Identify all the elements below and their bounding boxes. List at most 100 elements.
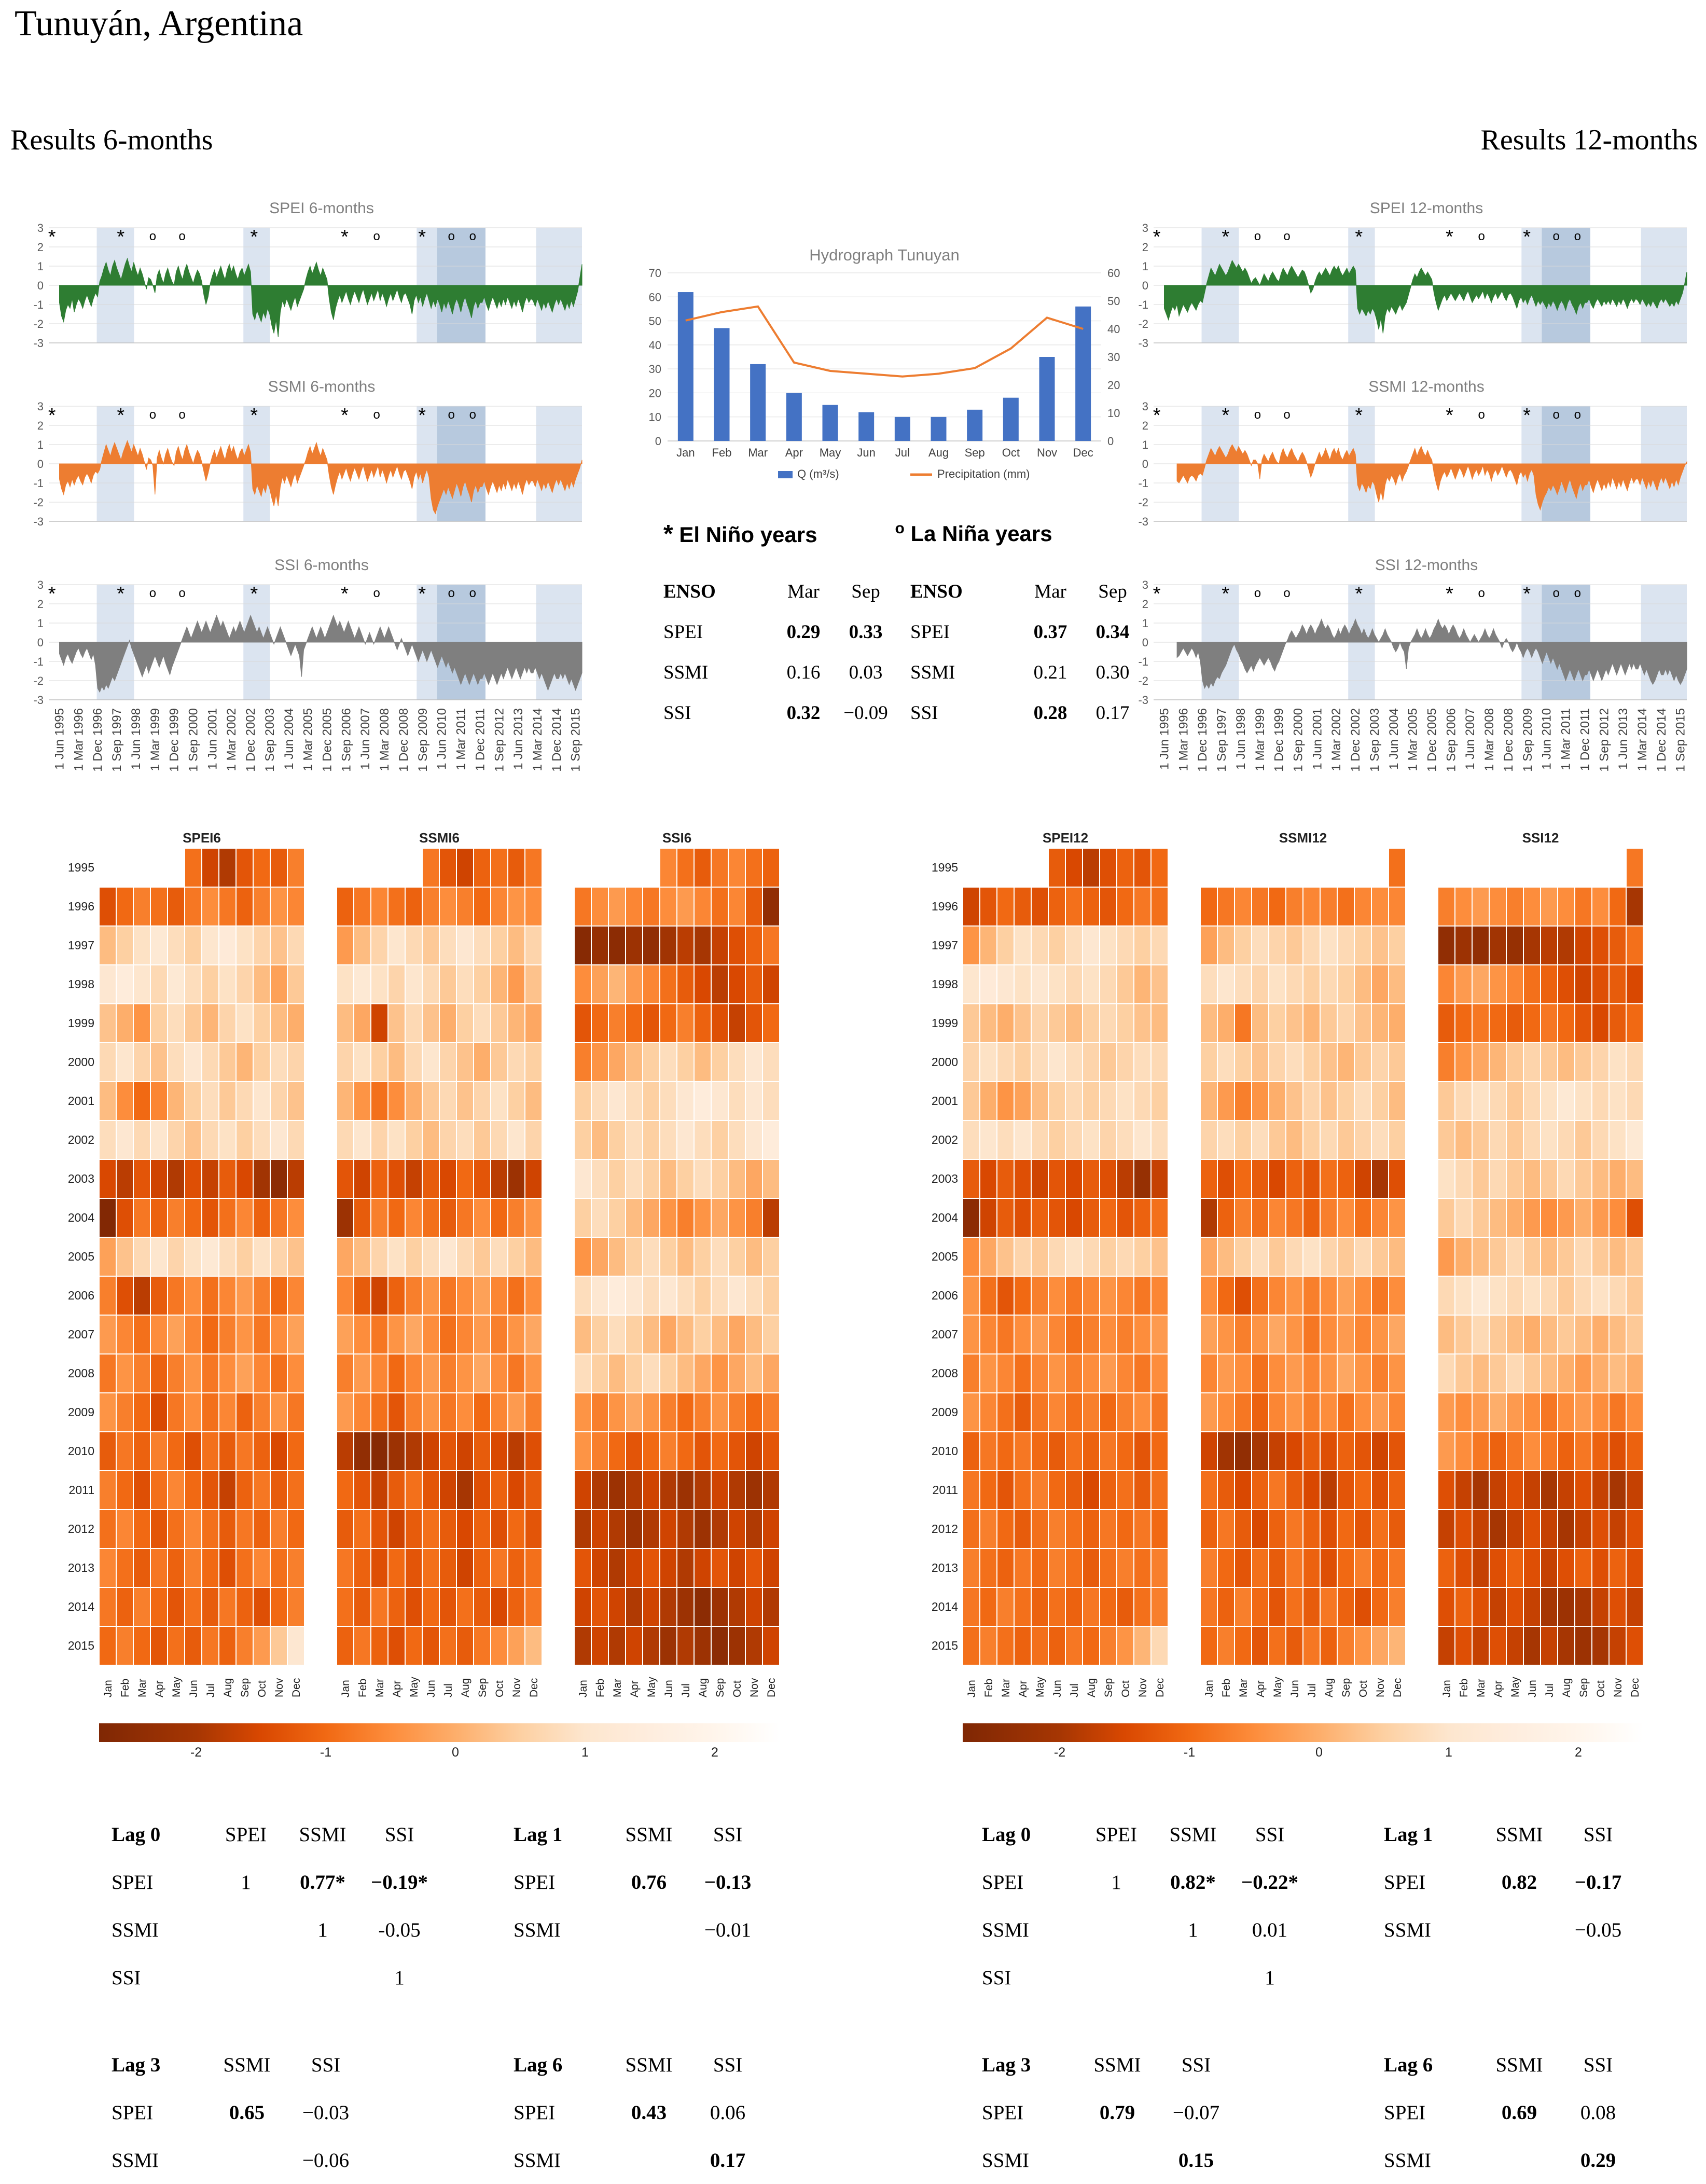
heatmap-cell (474, 1471, 491, 1510)
heatmap-cell (354, 1198, 371, 1237)
heatmap-cell (1389, 926, 1406, 965)
heatmap-cell (474, 1082, 491, 1121)
heatmap-cell (1337, 1471, 1354, 1510)
heatmap-cell (1523, 1043, 1541, 1082)
month-label: Nov (511, 1678, 523, 1697)
heatmap-cell (608, 1626, 626, 1665)
heatmap-cell (1031, 1237, 1048, 1276)
svg-text:0: 0 (1142, 279, 1148, 292)
heatmap-cell (1252, 887, 1269, 926)
heatmap-cell (1200, 1004, 1217, 1043)
heatmap-cell (1541, 1471, 1558, 1510)
heatmap-cell (1217, 1082, 1235, 1121)
heatmap-cell (1048, 1549, 1065, 1587)
heatmap-cell (219, 1354, 236, 1393)
heatmap-cell (1303, 965, 1320, 1004)
heatmap-cell (1151, 1626, 1168, 1665)
heatmap-cell (1031, 1354, 1048, 1393)
heatmap-cell (1609, 1471, 1626, 1510)
month-label: May (171, 1677, 183, 1697)
heatmap-cell (980, 1276, 997, 1315)
heatmap-cell (1337, 1159, 1354, 1198)
la-nina-marker: o (373, 408, 380, 422)
heatmap-cell (133, 1626, 150, 1665)
heatmap-cell (1592, 1626, 1609, 1665)
discharge-bar (894, 417, 910, 441)
heatmap-cell (1489, 1626, 1506, 1665)
heatmap-cell (694, 1082, 711, 1121)
heatmap-cell (608, 1198, 626, 1237)
heatmap-cell (1134, 1471, 1151, 1510)
heatmap-cell (337, 1237, 354, 1276)
heatmap-cell (253, 1276, 270, 1315)
heatmap-cell (1558, 1198, 1575, 1237)
heatmap-cell (1626, 1004, 1643, 1043)
heatmap-cell (1151, 1276, 1168, 1315)
heatmap-cell (728, 1315, 745, 1354)
heatmap-cell (1286, 1626, 1303, 1665)
heatmap-cell (626, 1354, 643, 1393)
heatmap-cell (1489, 1237, 1506, 1276)
el-nino-marker: * (250, 583, 258, 605)
heatmap-cell (1117, 1004, 1134, 1043)
heatmap-cell (660, 1315, 677, 1354)
heatmap-cell (439, 1354, 456, 1393)
heatmap-cell (1100, 1004, 1117, 1043)
heatmap-cell (422, 1549, 439, 1587)
heatmap-cell (1337, 1043, 1354, 1082)
heatmap-cell (1200, 1315, 1217, 1354)
heatmap-cell (1575, 926, 1592, 965)
heatmap-cell (185, 1237, 202, 1276)
heatmap-cell (219, 1549, 236, 1587)
el-nino-marker: * (1355, 583, 1363, 605)
heatmap-cell (185, 1276, 202, 1315)
year-label: 1997 (931, 938, 958, 952)
discharge-bar (822, 405, 838, 441)
heatmap-cell (1134, 1432, 1151, 1471)
heatmap-cell (694, 1276, 711, 1315)
heatmap-cell (371, 1549, 388, 1587)
heatmap-cell (185, 926, 202, 965)
year-label: 2003 (931, 1172, 958, 1185)
heatmap-cell (371, 848, 388, 887)
heatmap-cell (185, 1626, 202, 1665)
heatmap-cell (1389, 965, 1406, 1004)
heatmap-cell (1558, 1237, 1575, 1276)
heatmap-cell (1506, 1004, 1523, 1043)
heatmap-cell (1354, 1432, 1371, 1471)
heatmap-cell (1371, 848, 1389, 887)
mar-value: 0.29 (786, 621, 821, 643)
heatmap-cell (219, 1276, 236, 1315)
heatmap-cell (219, 1510, 236, 1549)
heatmap-cell (660, 1393, 677, 1432)
heatmap-cell (525, 1159, 542, 1198)
correlation-value: 0.65 (229, 2101, 265, 2124)
chart-title-ssmi12: SSMI 12-months (1368, 378, 1485, 395)
heatmap-cell (1235, 1159, 1252, 1198)
heatmap-cell (456, 1315, 474, 1354)
heatmap-cell (1541, 1237, 1558, 1276)
heatmap-cell (660, 848, 677, 887)
svg-text:1: 1 (1142, 617, 1148, 630)
heatmap-cell (405, 1354, 422, 1393)
heatmap-cell (1389, 1198, 1406, 1237)
x-axis-date-label: 1 Mar 2008 (1482, 708, 1496, 771)
heatmap-cell (660, 1626, 677, 1665)
heatmap-cell (963, 1276, 980, 1315)
heatmap-cell (694, 926, 711, 965)
heatmap-cell (677, 1549, 694, 1587)
svg-text:Nov: Nov (1037, 446, 1057, 459)
heatmap-cell (711, 965, 728, 1004)
heatmap-cell (253, 1510, 270, 1549)
heatmap-cell (508, 1549, 525, 1587)
heatmap-cell (1065, 1198, 1083, 1237)
el-nino-marker: * (341, 405, 349, 426)
heatmap-cell (574, 887, 591, 926)
correlation-value: −0.07 (1172, 2101, 1220, 2124)
correlation-value: 1 (317, 1918, 328, 1941)
heatmap-cell (1371, 887, 1389, 926)
heatmap-cell (591, 1004, 608, 1043)
heatmap-cell (1558, 965, 1575, 1004)
heatmap-cell (963, 1393, 980, 1432)
